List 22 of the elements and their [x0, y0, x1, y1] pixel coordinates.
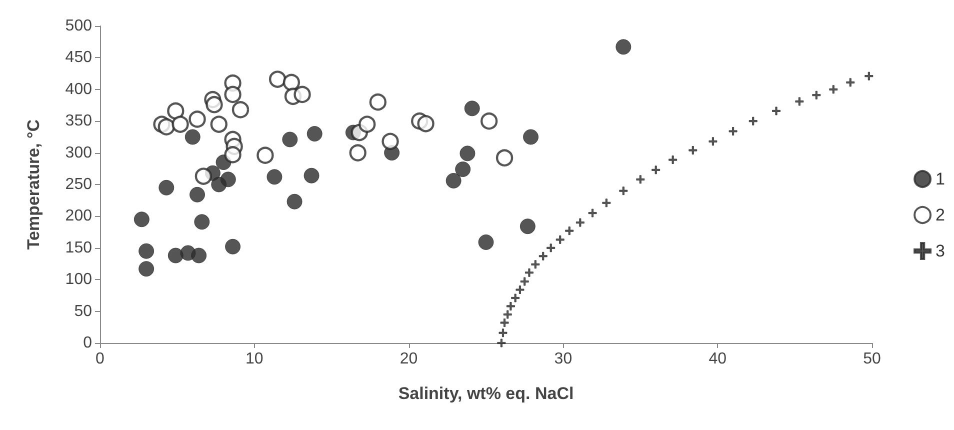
y-tick-label: 200: [65, 208, 92, 225]
y-axis-title: Temperature, °C: [24, 119, 43, 250]
legend-label: 3: [936, 242, 946, 260]
y-tick-label: 0: [83, 334, 92, 352]
legend-label: 1: [936, 170, 946, 188]
x-axis-title: Salinity, wt% eq. NaCl: [398, 384, 574, 403]
y-tick-label: 450: [65, 49, 92, 66]
x-tick-label: 50: [863, 350, 881, 368]
x-tick-label: 0: [96, 350, 105, 368]
y-tick-label: 350: [65, 112, 92, 130]
y-tick-label: 150: [65, 239, 92, 256]
y-tick-label: 50: [74, 302, 92, 320]
legend-label: 2: [936, 206, 946, 224]
x-tick-label: 10: [246, 350, 264, 368]
y-tick-label: 300: [65, 144, 92, 162]
y-tick-label: 500: [65, 18, 92, 34]
x-tick-label: 30: [554, 350, 572, 368]
y-tick-label: 400: [65, 80, 92, 98]
x-tick-label: 40: [708, 350, 727, 368]
x-tick-label: 20: [400, 350, 418, 368]
y-tick-label: 100: [65, 271, 92, 288]
y-tick-label: 250: [65, 176, 92, 193]
